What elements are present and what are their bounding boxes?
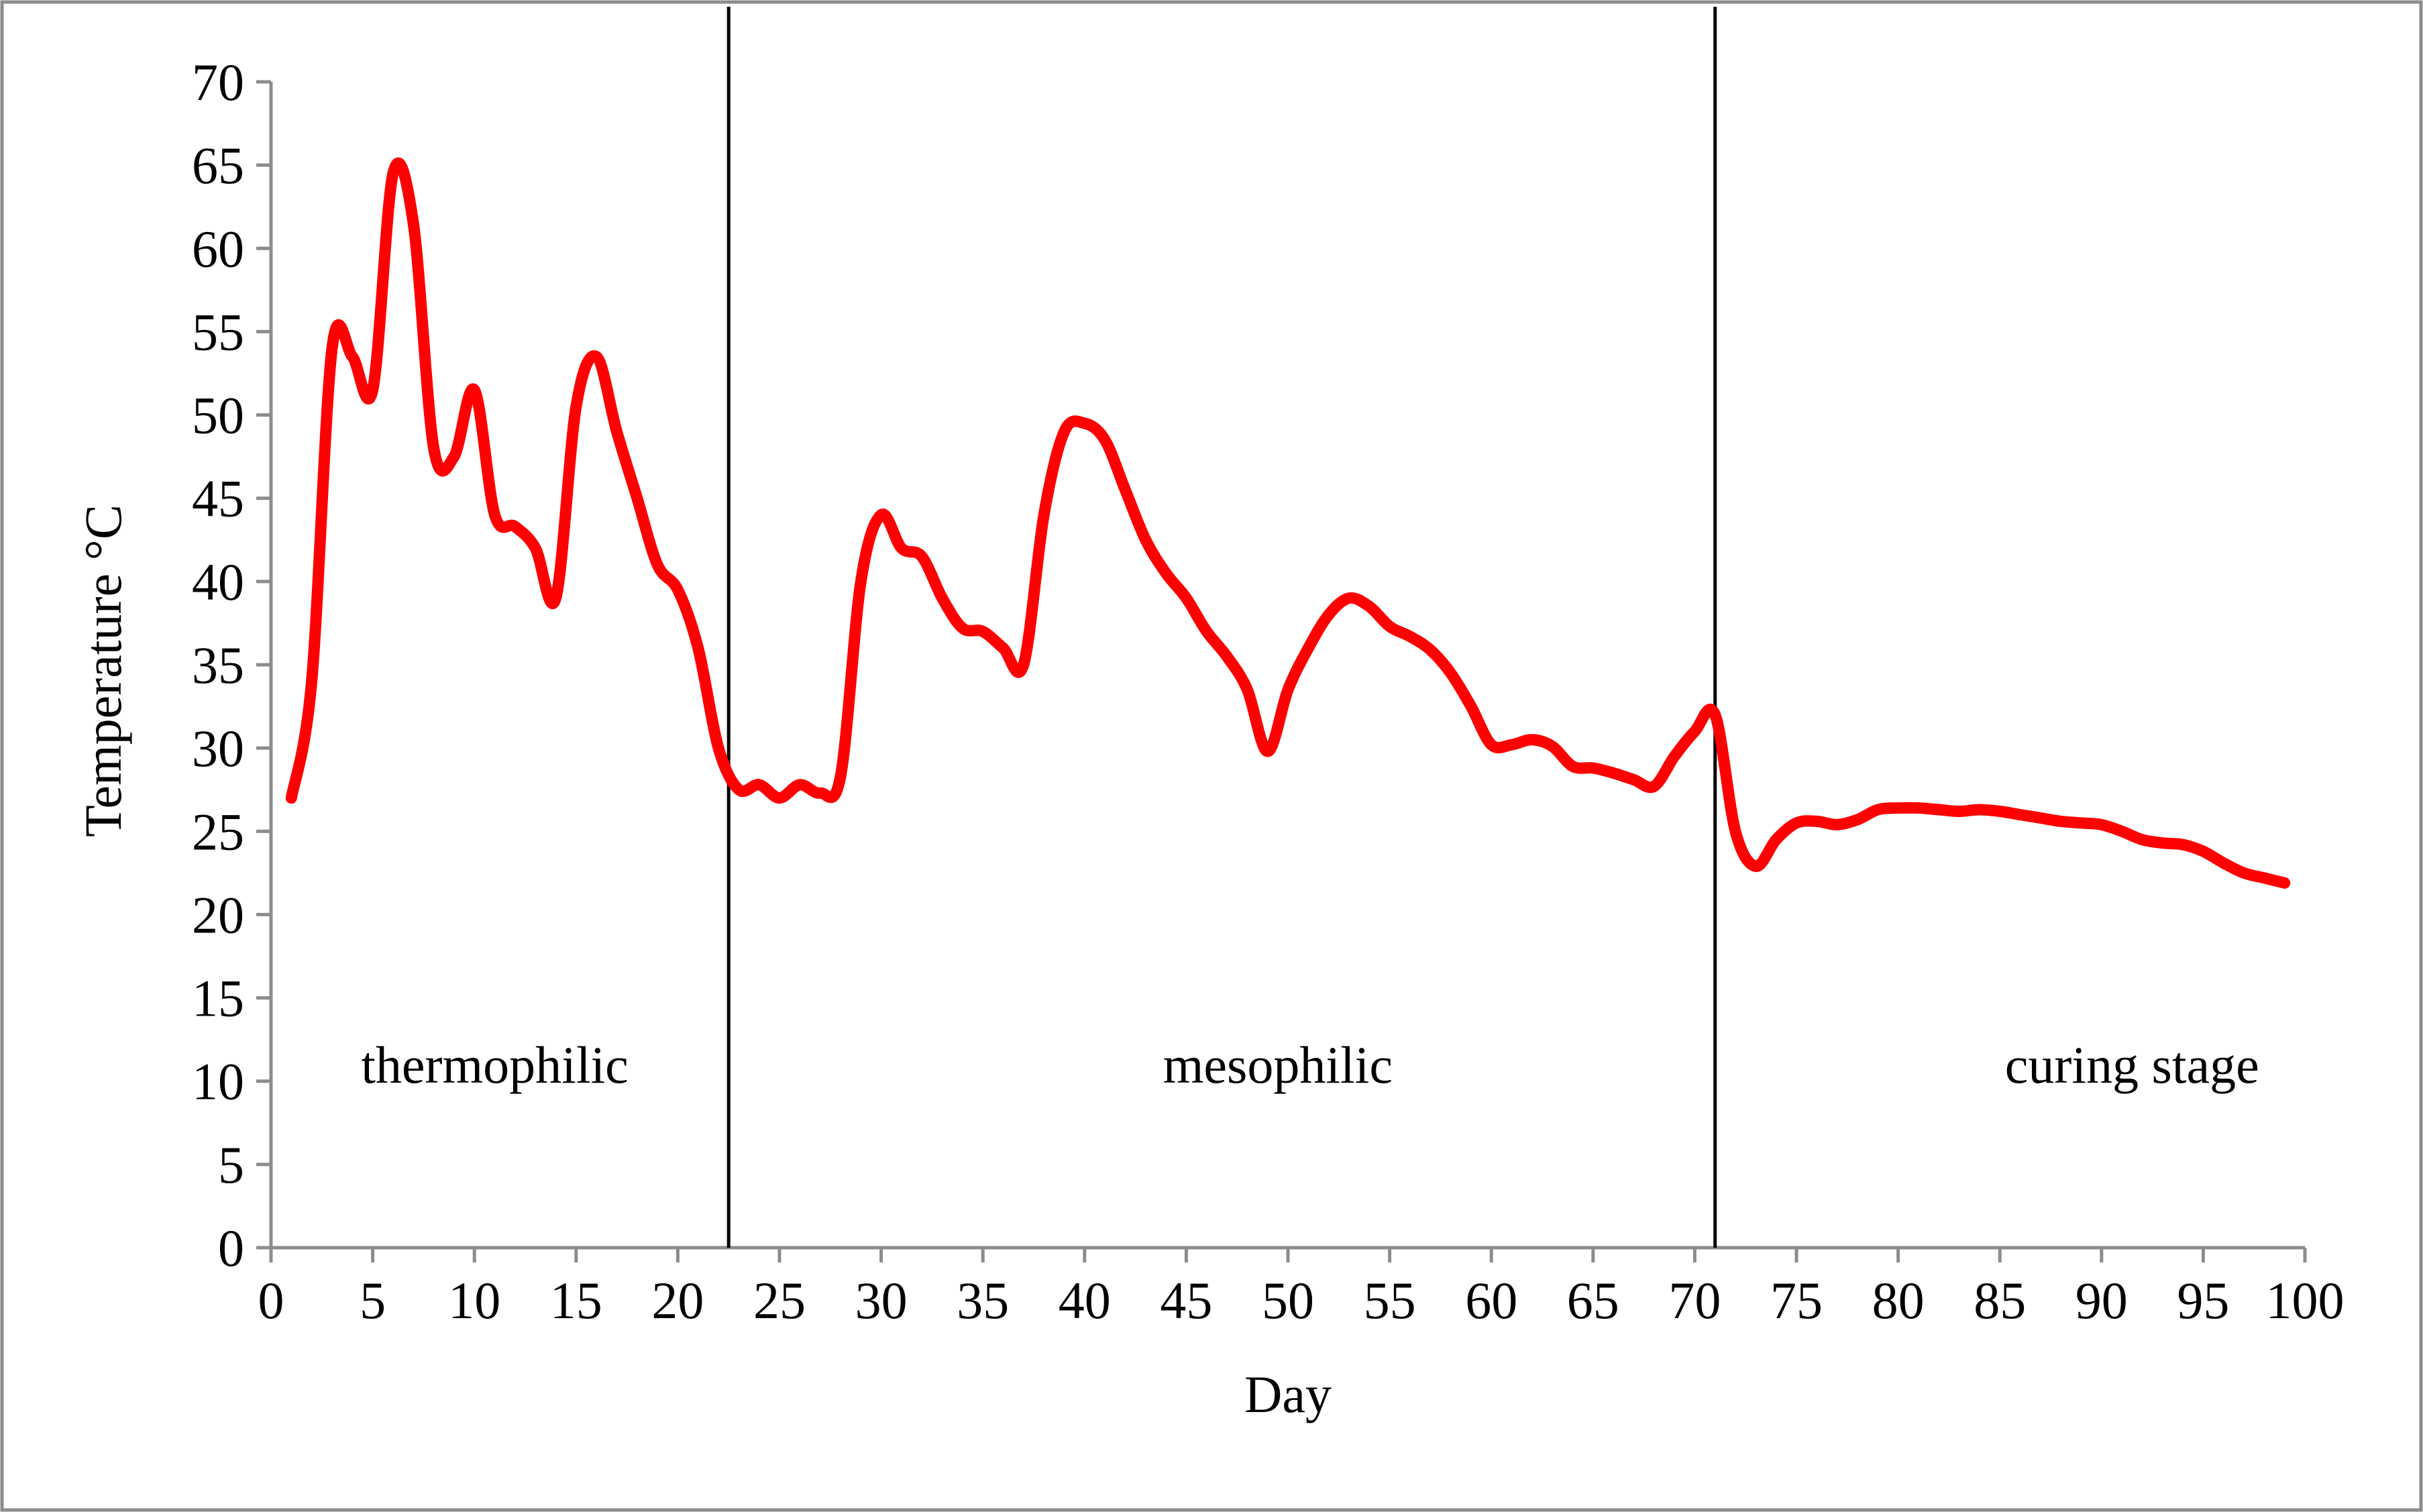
phase-label: mesophilic [1163, 1036, 1393, 1094]
x-axis-title: Day [1244, 1365, 1332, 1423]
y-tick-label: 0 [218, 1219, 244, 1277]
x-tick-label: 90 [2076, 1271, 2128, 1330]
x-tick-label: 80 [1872, 1271, 1925, 1330]
x-tick-label: 30 [855, 1271, 908, 1330]
y-tick-label: 30 [192, 719, 244, 777]
y-axis-title: Temperature °C [74, 504, 132, 837]
annotations: thermophilic mesophilic curing stage [361, 1036, 2259, 1094]
y-tick-label: 50 [192, 386, 244, 445]
y-tick-label: 20 [192, 885, 244, 944]
x-tick-label: 65 [1567, 1271, 1619, 1330]
y-axis: 0 5 10 15 20 25 30 35 40 45 50 55 60 65 70 [192, 53, 273, 1277]
y-tick-label: 15 [192, 969, 244, 1028]
y-tick-label: 25 [192, 802, 244, 861]
x-tick-label: 45 [1160, 1271, 1212, 1330]
x-tick-label: 25 [753, 1271, 806, 1330]
y-tick-label: 65 [192, 136, 244, 195]
y-tick-label: 55 [192, 303, 244, 361]
x-tick-label: 5 [360, 1271, 386, 1330]
x-tick-label: 100 [2266, 1271, 2345, 1330]
x-tick-label: 10 [448, 1271, 500, 1330]
phase-label: thermophilic [361, 1036, 629, 1094]
x-tick-label: 50 [1262, 1271, 1314, 1330]
x-tick-label: 20 [651, 1271, 704, 1330]
y-tick-label: 60 [192, 219, 244, 278]
y-tick-label: 70 [192, 53, 244, 111]
series-line-temperature [285, 157, 2291, 889]
series-group [285, 157, 2291, 889]
x-tick-label: 15 [550, 1271, 602, 1330]
phase-boundaries [726, 7, 1717, 1248]
y-tick-label: 35 [192, 636, 244, 694]
y-tick-label: 45 [192, 470, 244, 528]
x-tick-label: 85 [1974, 1271, 2026, 1330]
x-tick-label: 55 [1364, 1271, 1416, 1330]
x-tick-label: 40 [1059, 1271, 1111, 1330]
phase-label: curing stage [2005, 1036, 2259, 1094]
x-tick-label: 0 [258, 1271, 284, 1330]
y-tick-label: 10 [192, 1052, 244, 1111]
x-axis: 0 5 10 15 20 25 30 35 40 45 50 55 60 65 70 75 80 85 90 95 10… [258, 1246, 2345, 1330]
y-tick-label: 5 [218, 1136, 244, 1194]
x-tick-label: 95 [2177, 1271, 2229, 1330]
y-tick-label: 40 [192, 553, 244, 611]
x-tick-label: 60 [1465, 1271, 1517, 1330]
x-tick-label: 35 [957, 1271, 1009, 1330]
x-tick-label: 70 [1668, 1271, 1721, 1330]
x-tick-label: 75 [1770, 1271, 1823, 1330]
